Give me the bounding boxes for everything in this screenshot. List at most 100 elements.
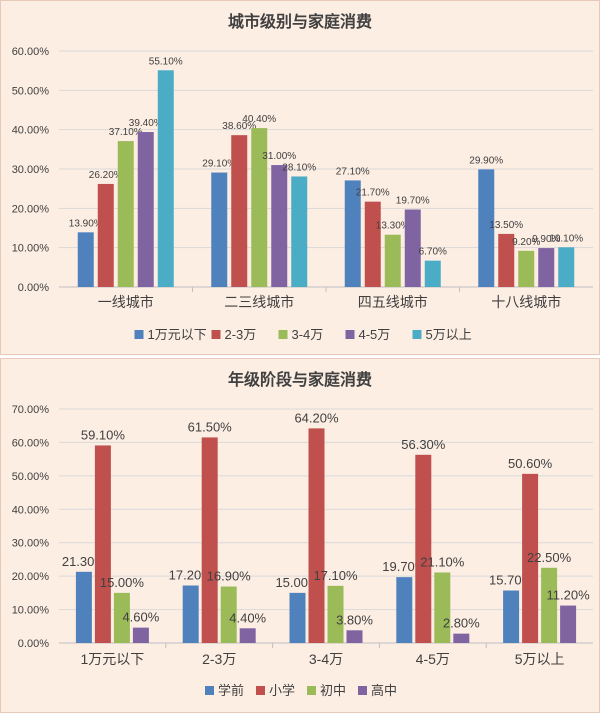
x-category-label: 一线城市 bbox=[98, 294, 154, 310]
x-category-label: 2-3万 bbox=[202, 651, 236, 667]
bar bbox=[308, 428, 325, 643]
data-label: 9.20% bbox=[512, 237, 540, 248]
bar bbox=[289, 592, 306, 643]
data-label: 31.00% bbox=[262, 151, 296, 162]
bar bbox=[424, 260, 441, 287]
x-category-label: 十八线城市 bbox=[491, 294, 561, 310]
bar bbox=[346, 630, 363, 643]
bar bbox=[117, 141, 134, 287]
bar bbox=[558, 247, 575, 287]
chart-title: 城市级别与家庭消费 bbox=[228, 12, 372, 31]
data-label: 38.60% bbox=[222, 121, 256, 132]
bar bbox=[404, 209, 421, 287]
bar bbox=[396, 577, 413, 643]
bar bbox=[538, 248, 555, 287]
data-label: 9.90% bbox=[532, 234, 560, 245]
data-label: 59.10% bbox=[81, 427, 126, 442]
data-label: 13.90% bbox=[69, 218, 103, 229]
bar bbox=[560, 605, 577, 643]
data-label: 55.10% bbox=[149, 56, 183, 67]
legend-label: 4-5万 bbox=[359, 327, 391, 342]
legend-swatch bbox=[134, 330, 144, 339]
data-label: 4.40% bbox=[229, 610, 266, 625]
data-label: 26.20% bbox=[89, 170, 123, 181]
legend-label: 小学 bbox=[269, 683, 295, 698]
bar bbox=[239, 628, 256, 643]
y-tick-label: 20.00% bbox=[12, 203, 50, 215]
bar bbox=[291, 176, 308, 287]
data-label: 22.50% bbox=[527, 550, 572, 565]
bar bbox=[541, 567, 558, 643]
bar bbox=[201, 437, 218, 643]
x-category-label: 四五线城市 bbox=[358, 294, 428, 310]
bar bbox=[522, 473, 539, 643]
y-tick-label: 40.00% bbox=[12, 504, 50, 516]
data-label: 40.40% bbox=[242, 114, 276, 125]
data-label: 61.50% bbox=[188, 419, 233, 434]
bar bbox=[344, 180, 361, 287]
data-label: 4.60% bbox=[122, 610, 159, 625]
data-label: 56.30% bbox=[401, 437, 446, 452]
data-label: 64.20% bbox=[294, 410, 339, 425]
chart-panel-grade-stage: 年级阶段与家庭消费 0.00% 10.00% 20.00% 30.00% 40.00% 50… bbox=[0, 358, 600, 713]
bar bbox=[478, 169, 495, 287]
bar bbox=[434, 572, 451, 643]
bar bbox=[77, 232, 94, 287]
legend-swatch bbox=[345, 330, 355, 339]
legend-label: 2-3万 bbox=[225, 327, 257, 342]
data-label: 21.70% bbox=[356, 188, 390, 199]
bar bbox=[518, 250, 535, 287]
chart-grade-stage-svg: 年级阶段与家庭消费 0.00% 10.00% 20.00% 30.00% 40.00% 50… bbox=[12, 370, 593, 698]
bar bbox=[113, 592, 130, 643]
bar bbox=[453, 633, 470, 643]
legend-label: 5万以上 bbox=[426, 327, 472, 342]
data-label: 3.80% bbox=[336, 612, 373, 627]
y-tick-label: 70.00% bbox=[12, 404, 50, 416]
legend-label: 3-4万 bbox=[292, 327, 324, 342]
bar bbox=[211, 172, 228, 287]
bar bbox=[132, 627, 149, 643]
y-tick-label: 40.00% bbox=[12, 125, 50, 137]
data-label: 19.70% bbox=[396, 196, 430, 207]
data-label: 17.10% bbox=[313, 568, 358, 583]
bar bbox=[271, 165, 288, 287]
data-label: 29.10% bbox=[202, 159, 236, 170]
legend-swatch bbox=[358, 686, 367, 695]
legend-swatch bbox=[211, 330, 221, 339]
data-label: 15.00% bbox=[100, 575, 145, 590]
data-label: 29.90% bbox=[469, 155, 503, 166]
bar bbox=[384, 234, 401, 287]
bar bbox=[137, 132, 154, 287]
bar bbox=[94, 445, 111, 643]
legend-swatch bbox=[278, 330, 288, 339]
data-label: 10.10% bbox=[549, 233, 583, 244]
data-label: 39.40% bbox=[129, 118, 163, 129]
y-tick-label: 50.00% bbox=[12, 471, 50, 483]
x-category-label: 3-4万 bbox=[309, 651, 343, 667]
legend-label: 初中 bbox=[320, 683, 346, 698]
y-tick-label: 20.00% bbox=[12, 571, 50, 583]
data-label: 27.10% bbox=[336, 166, 370, 177]
y-tick-label: 0.00% bbox=[18, 638, 49, 650]
legend-label: 1万元以下 bbox=[148, 327, 207, 342]
data-label: 37.10% bbox=[109, 127, 143, 138]
data-label: 6.70% bbox=[419, 247, 447, 258]
chart-title: 年级阶段与家庭消费 bbox=[228, 370, 372, 389]
data-label: 2.80% bbox=[443, 616, 480, 631]
y-tick-label: 10.00% bbox=[12, 243, 50, 255]
y-tick-label: 10.00% bbox=[12, 605, 50, 617]
bar bbox=[415, 454, 432, 643]
bar bbox=[75, 571, 92, 643]
x-category-label: 5万以上 bbox=[515, 651, 565, 667]
y-tick-label: 30.00% bbox=[12, 164, 50, 176]
data-label: 21.10% bbox=[420, 554, 465, 569]
legend-swatch bbox=[412, 330, 422, 339]
data-label: 16.90% bbox=[207, 569, 252, 584]
legend-label: 高中 bbox=[371, 683, 397, 698]
bar bbox=[220, 586, 237, 643]
x-category-label: 4-5万 bbox=[416, 651, 450, 667]
data-label: 11.20% bbox=[547, 588, 591, 603]
bar bbox=[364, 201, 381, 287]
bar bbox=[182, 585, 199, 643]
data-label: 13.30% bbox=[376, 221, 410, 232]
